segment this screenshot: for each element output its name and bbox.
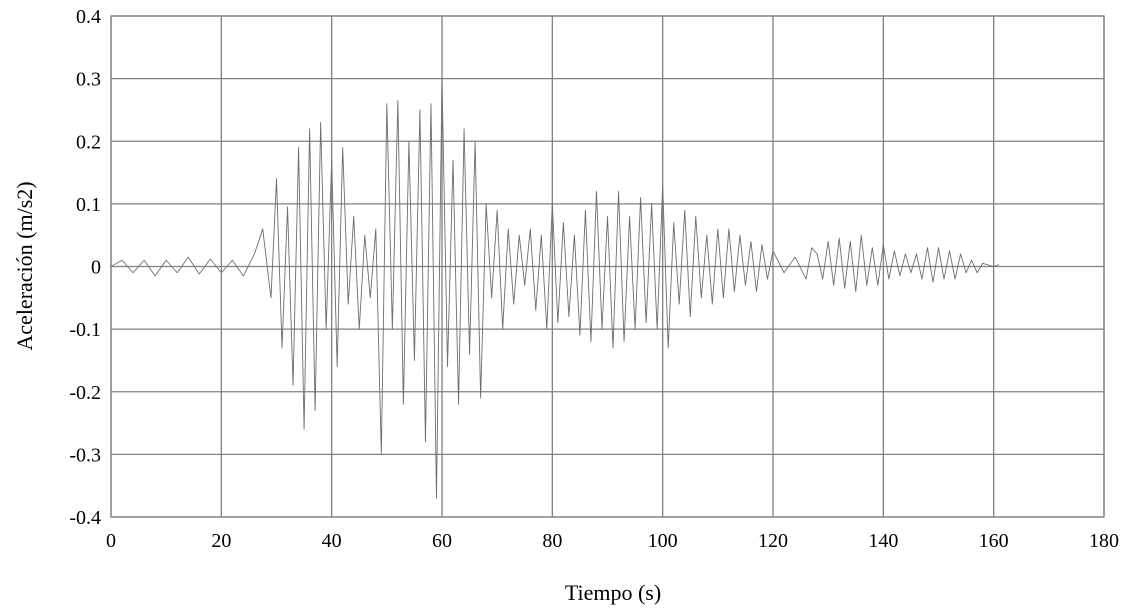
x-tick-label: 60 — [432, 530, 452, 552]
grid — [111, 16, 1104, 517]
x-tick-label: 160 — [979, 530, 1009, 552]
x-axis-title: Tiempo (s) — [565, 580, 661, 605]
y-tick-label: -0.3 — [69, 444, 101, 466]
x-tick-label: 40 — [322, 530, 342, 552]
x-tick-label: 120 — [758, 530, 788, 552]
x-tick-label: 0 — [106, 530, 116, 552]
x-tick-label: 20 — [211, 530, 231, 552]
y-tick-label: -0.2 — [69, 382, 101, 404]
y-tick-label: 0 — [91, 257, 101, 279]
y-tick-label: 0.3 — [76, 69, 101, 91]
y-axis-title: Aceleración (m/s2) — [12, 181, 37, 350]
y-tick-label: 0.1 — [76, 194, 101, 216]
x-tick-label: 100 — [648, 530, 678, 552]
x-tick-label: 180 — [1089, 530, 1119, 552]
tick-labels: 0 20 40 60 80 100 120 140 160 1800.40.30.20.10-0.… — [69, 6, 1119, 552]
y-tick-label: -0.1 — [69, 319, 101, 341]
y-tick-label: 0.2 — [76, 131, 101, 153]
y-tick-label: 0.4 — [76, 6, 101, 28]
x-tick-label: 140 — [868, 530, 898, 552]
x-tick-label: 80 — [542, 530, 562, 552]
y-tick-label: -0.4 — [69, 507, 101, 529]
